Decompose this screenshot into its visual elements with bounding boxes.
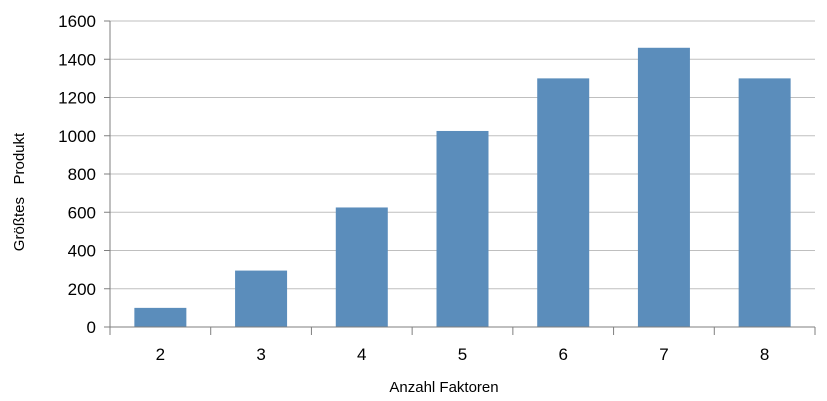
x-tick-label-2: 2 (156, 345, 165, 364)
bar-2 (134, 307, 187, 327)
y-tick-label-1600: 1600 (58, 12, 96, 31)
y-tick-label-800: 800 (68, 165, 96, 184)
bar-6 (537, 78, 590, 327)
axes (104, 20, 816, 335)
tick-labels: 0 200 400 600 800 1000 1200 1400 1600 2 3 4 5 6 7 8 (58, 12, 769, 364)
y-tick-label-1400: 1400 (58, 50, 96, 69)
bar-5 (436, 130, 489, 327)
x-tick-label-5: 5 (458, 345, 467, 364)
y-tick-label-1000: 1000 (58, 127, 96, 146)
x-axis-title: Anzahl Faktoren (389, 379, 498, 396)
x-tick-label-6: 6 (558, 345, 567, 364)
y-tick-label-200: 200 (68, 280, 96, 299)
bar-4 (335, 207, 388, 327)
x-tick-label-7: 7 (659, 345, 668, 364)
bar-3 (235, 270, 288, 327)
x-tick-label-8: 8 (760, 345, 769, 364)
x-tick-label-3: 3 (256, 345, 265, 364)
y-tick-label-0: 0 (87, 318, 96, 337)
y-axis-title: Größtes Produkt (11, 132, 28, 251)
x-tick-label-4: 4 (357, 345, 366, 364)
bar-series (134, 47, 791, 328)
bar-8 (738, 78, 791, 327)
bar-7 (637, 47, 690, 328)
y-tick-label-600: 600 (68, 203, 96, 222)
y-tick-label-400: 400 (68, 242, 96, 261)
y-tick-label-1200: 1200 (58, 89, 96, 108)
